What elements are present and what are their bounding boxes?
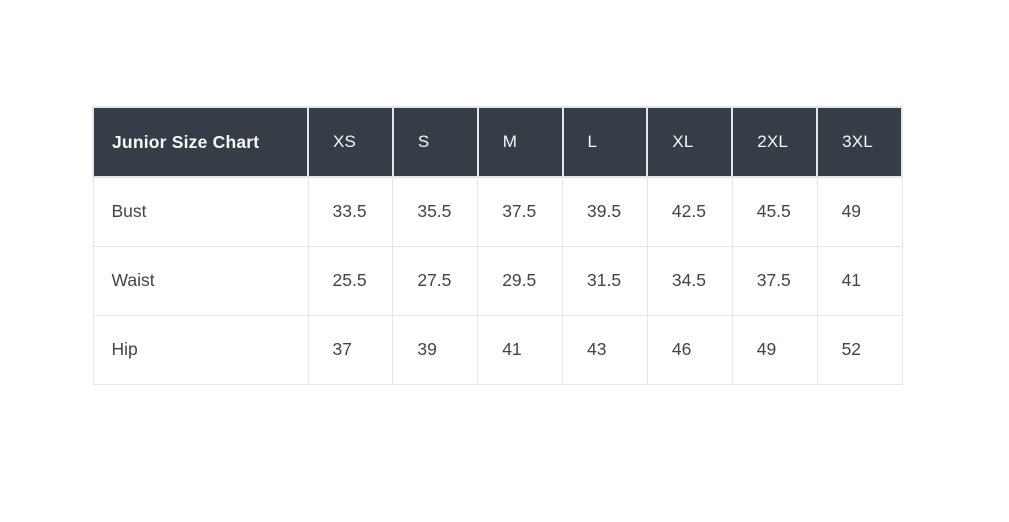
size-col-header-2xl: 2XL [731,106,819,178]
table-row-waist: Waist 25.5 27.5 29.5 31.5 34.5 37.5 41 [92,245,903,316]
cell-waist-3xl: 41 [816,245,903,316]
cell-waist-2xl: 37.5 [731,245,818,316]
cell-hip-xl: 46 [646,314,733,385]
size-chart-table: Junior Size Chart XS S M L XL 2XL 3XL Bu… [92,106,903,385]
cell-bust-l: 39.5 [562,176,648,247]
size-col-header-m: M [476,106,564,178]
cell-bust-2xl: 45.5 [731,176,818,247]
cell-bust-3xl: 49 [816,176,903,247]
cell-waist-l: 31.5 [562,245,648,316]
cell-waist-xl: 34.5 [646,245,733,316]
size-col-header-3xl: 3XL [816,106,903,178]
cell-bust-xl: 42.5 [646,176,733,247]
cell-hip-l: 43 [562,314,648,385]
cell-bust-xs: 33.5 [307,176,394,247]
cell-bust-s: 35.5 [392,176,479,247]
size-col-header-xs: XS [307,106,394,178]
cell-hip-3xl: 52 [816,314,903,385]
cell-hip-s: 39 [392,314,479,385]
cell-hip-xs: 37 [307,314,394,385]
size-col-header-l: L [561,106,649,178]
row-label-bust: Bust [92,176,309,247]
row-label-waist: Waist [92,245,309,316]
cell-waist-m: 29.5 [477,245,564,316]
row-label-hip: Hip [92,314,309,385]
cell-hip-2xl: 49 [731,314,818,385]
table-row-bust: Bust 33.5 35.5 37.5 39.5 42.5 45.5 49 [92,176,903,247]
cell-waist-s: 27.5 [392,245,479,316]
header-row: Junior Size Chart XS S M L XL 2XL 3XL [92,106,903,178]
size-chart-title: Junior Size Chart [92,106,309,178]
cell-waist-xs: 25.5 [307,245,394,316]
size-col-header-s: S [391,106,479,178]
size-col-header-xl: XL [646,106,734,178]
cell-hip-m: 41 [477,314,564,385]
cell-bust-m: 37.5 [477,176,564,247]
table-row-hip: Hip 37 39 41 43 46 49 52 [92,314,903,385]
